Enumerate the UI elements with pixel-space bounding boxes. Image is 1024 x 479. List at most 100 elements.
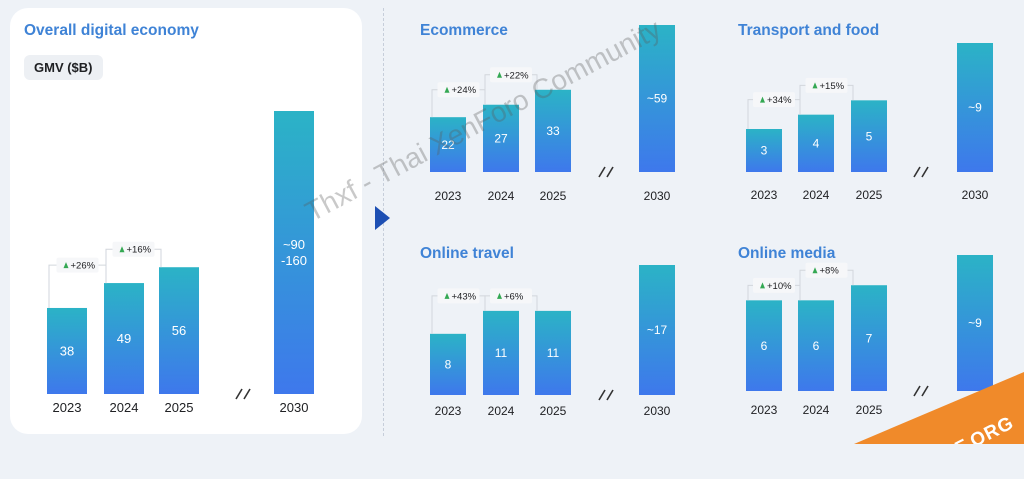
- chart-travel: 8 2023 11 2024 11 2025 ~17 2030 +43% +6%: [430, 265, 675, 418]
- bar-2024: [798, 300, 834, 391]
- axis-break-icon: [598, 166, 614, 178]
- year-label-2024: 2024: [803, 403, 830, 417]
- panel-title-ecommerce: Ecommerce: [420, 22, 508, 39]
- year-label-2030: 2030: [644, 189, 671, 203]
- growth-label: +22%: [504, 70, 529, 81]
- bar-2030: [639, 25, 675, 172]
- year-label-2030: 2030: [962, 188, 989, 202]
- bar-2025: [159, 267, 199, 394]
- growth-annotation: +16%: [105, 241, 162, 284]
- up-triangle-icon: [812, 267, 818, 274]
- value-label-2030: -160: [281, 253, 307, 268]
- bar-2023: [430, 117, 466, 172]
- up-triangle-icon: [497, 292, 502, 299]
- growth-label: +16%: [127, 245, 152, 256]
- year-label-2024: 2024: [803, 188, 830, 202]
- bar-2023: [746, 300, 782, 391]
- bar-2030: [957, 255, 993, 391]
- year-label-2023: 2023: [751, 188, 778, 202]
- bar-2024: [483, 310, 519, 395]
- bar-2025: [851, 285, 887, 391]
- growth-annotation: +8%: [799, 262, 854, 301]
- year-label-2024: 2024: [488, 189, 515, 203]
- axis-break-icon: [913, 166, 929, 178]
- growth-label: +43%: [452, 291, 477, 302]
- axis-break-icon: [235, 388, 251, 400]
- thxf-logo-text: THXF.ORG: [915, 412, 1018, 479]
- chart-overall: 38 2023 49 2024 56 2025 ~90-160 2030 +26% +16%: [47, 111, 314, 415]
- year-label-2024: 2024: [110, 400, 139, 415]
- up-triangle-icon: [119, 246, 125, 253]
- value-label-2025: 56: [172, 323, 186, 338]
- value-label-2030: ~9: [968, 316, 982, 330]
- bar-2024: [104, 283, 144, 394]
- growth-label: +24%: [452, 85, 477, 96]
- year-label-2023: 2023: [751, 403, 778, 417]
- year-label-2030: 2030: [644, 404, 671, 418]
- chart-ecommerce: 22 2023 27 2024 33 2025 ~59 2030 +24% +22%: [430, 25, 675, 203]
- value-label-2030: ~59: [647, 92, 668, 106]
- growth-annotation: +43%: [431, 288, 486, 334]
- up-triangle-icon: [812, 82, 818, 89]
- year-label-2023: 2023: [435, 404, 462, 418]
- year-label-2025: 2025: [540, 404, 567, 418]
- panel-title-travel: Online travel: [420, 245, 514, 262]
- panel-title-media: Online media: [738, 245, 836, 262]
- value-label-2023: 6: [761, 339, 768, 353]
- up-triangle-icon: [63, 262, 69, 269]
- growth-label: +8%: [820, 266, 840, 277]
- bar-2025: [535, 310, 571, 395]
- value-label-2024: 49: [117, 331, 131, 346]
- axis-break-icon: [598, 389, 614, 401]
- growth-annotation: +22%: [484, 67, 538, 105]
- year-label-2025: 2025: [165, 400, 194, 415]
- metric-label: GMV ($B): [24, 55, 103, 80]
- growth-label: +34%: [767, 95, 792, 106]
- panel-title-overall: Overall digital economy: [24, 22, 199, 39]
- bar-2030: [274, 111, 314, 394]
- value-label-2023: 38: [60, 344, 74, 359]
- bar-2030: [957, 43, 993, 172]
- bar-2024: [483, 104, 519, 172]
- bar-2024: [798, 114, 834, 172]
- bar-2030: [639, 265, 675, 395]
- value-label-2025: 7: [866, 331, 873, 345]
- value-label-2024: 6: [813, 339, 820, 353]
- value-label-2025: 11: [547, 346, 560, 360]
- up-triangle-icon: [760, 96, 765, 103]
- up-triangle-icon: [497, 71, 502, 78]
- bar-2023: [47, 307, 87, 394]
- year-label-2030: 2030: [280, 400, 309, 415]
- growth-label: +10%: [767, 281, 792, 292]
- value-label-2030: ~90: [283, 237, 305, 252]
- up-triangle-icon: [444, 86, 450, 93]
- year-label-2023: 2023: [435, 189, 462, 203]
- axis-break-icon: [913, 385, 929, 397]
- right-triangle-icon: [375, 206, 390, 230]
- bar-2025: [851, 100, 887, 172]
- value-label-2025: 33: [546, 124, 560, 138]
- year-label-2025: 2025: [856, 188, 883, 202]
- growth-annotation: +6%: [484, 288, 538, 311]
- up-triangle-icon: [444, 292, 450, 299]
- value-label-2024: 11: [495, 346, 508, 360]
- growth-label: +26%: [71, 261, 96, 272]
- value-label-2030: ~9: [968, 101, 982, 115]
- value-label-2023: 22: [441, 138, 455, 152]
- year-label-2025: 2025: [856, 403, 883, 417]
- value-label-2030: ~17: [647, 323, 668, 337]
- year-label-2023: 2023: [53, 400, 82, 415]
- bar-2025: [535, 89, 571, 172]
- year-label-2024: 2024: [488, 404, 515, 418]
- chart-transport: 3 2023 4 2024 5 2025 ~9 2030 +34% +15%: [746, 43, 993, 202]
- growth-label: +15%: [820, 81, 845, 92]
- growth-annotation: +26%: [48, 257, 107, 308]
- year-label-2025: 2025: [540, 189, 567, 203]
- growth-annotation: +34%: [747, 92, 801, 129]
- panel-title-transport: Transport and food: [738, 22, 880, 39]
- value-label-2024: 4: [813, 137, 820, 151]
- value-label-2025: 5: [866, 129, 873, 143]
- value-label-2023: 3: [761, 144, 768, 158]
- growth-label: +6%: [504, 291, 524, 302]
